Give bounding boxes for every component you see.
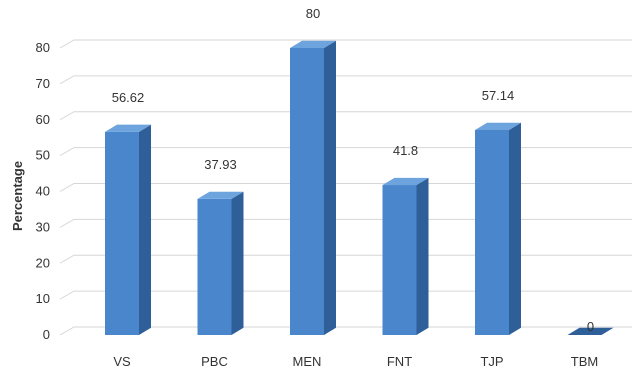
gridline — [59, 183, 632, 192]
bar-side — [324, 40, 336, 336]
bars — [105, 40, 614, 336]
x-tick-label-pbc: PBC — [201, 354, 228, 369]
bar-men — [290, 40, 336, 336]
bar-fnt — [382, 177, 429, 335]
bar-top — [105, 124, 151, 132]
x-tick-label-tbm: TBM — [571, 354, 598, 369]
y-tick-label: 10 — [36, 291, 50, 306]
gridline — [59, 75, 632, 85]
y-tick-label: 70 — [36, 76, 50, 91]
bar-side — [509, 122, 521, 336]
bar-vs — [105, 124, 151, 335]
gridline — [59, 147, 632, 157]
bar-top — [567, 327, 614, 335]
bar-front — [197, 198, 232, 335]
bar-top — [475, 122, 521, 131]
y-tick-label: 40 — [36, 184, 50, 199]
bar-tjp — [475, 122, 521, 336]
x-tick-label-fnt: FNT — [387, 354, 412, 369]
bar-tbm — [567, 327, 614, 335]
y-tick-label: 30 — [36, 219, 50, 234]
gridline — [59, 254, 632, 264]
bar-front — [105, 131, 139, 335]
data-label-tbm: 0 — [587, 319, 594, 334]
y-tick-label: 20 — [36, 255, 50, 270]
y-axis-ticks: 0 10 20 30 40 50 60 70 80 — [36, 40, 50, 342]
data-label-pbc: 37.93 — [204, 157, 237, 172]
gridline — [59, 39, 632, 49]
data-label-fnt: 41.8 — [393, 143, 418, 158]
gridline — [59, 111, 632, 121]
x-tick-label-vs: VS — [113, 354, 131, 369]
bar-top — [197, 191, 244, 199]
gridline — [59, 326, 632, 336]
bar-front — [290, 48, 324, 335]
bar-side — [416, 177, 429, 335]
gridline — [59, 290, 632, 300]
bar-side — [231, 191, 244, 335]
data-labels: 56.62 37.93 80 41.8 57.14 0 — [112, 6, 594, 334]
bar-front — [382, 185, 417, 335]
x-axis-categories: VS PBC MEN FNT TJP TBM — [113, 354, 598, 369]
y-tick-label: 50 — [36, 148, 50, 163]
data-label-vs: 56.62 — [112, 90, 145, 105]
bar-top — [290, 40, 336, 48]
x-tick-label-tjp: TJP — [480, 354, 503, 369]
data-label-tjp: 57.14 — [482, 88, 515, 103]
data-label-men: 80 — [306, 6, 320, 21]
x-tick-label-men: MEN — [293, 354, 322, 369]
y-tick-label: 80 — [36, 40, 50, 55]
bar-pbc — [197, 191, 244, 335]
bar-front — [475, 130, 509, 335]
gridline — [59, 218, 632, 228]
bar-side — [139, 124, 151, 335]
y-tick-label: 0 — [43, 327, 50, 342]
y-axis-label: Percentage — [10, 161, 25, 231]
bar-top — [382, 177, 429, 186]
y-tick-label: 60 — [36, 112, 50, 127]
gridlines — [59, 39, 632, 336]
